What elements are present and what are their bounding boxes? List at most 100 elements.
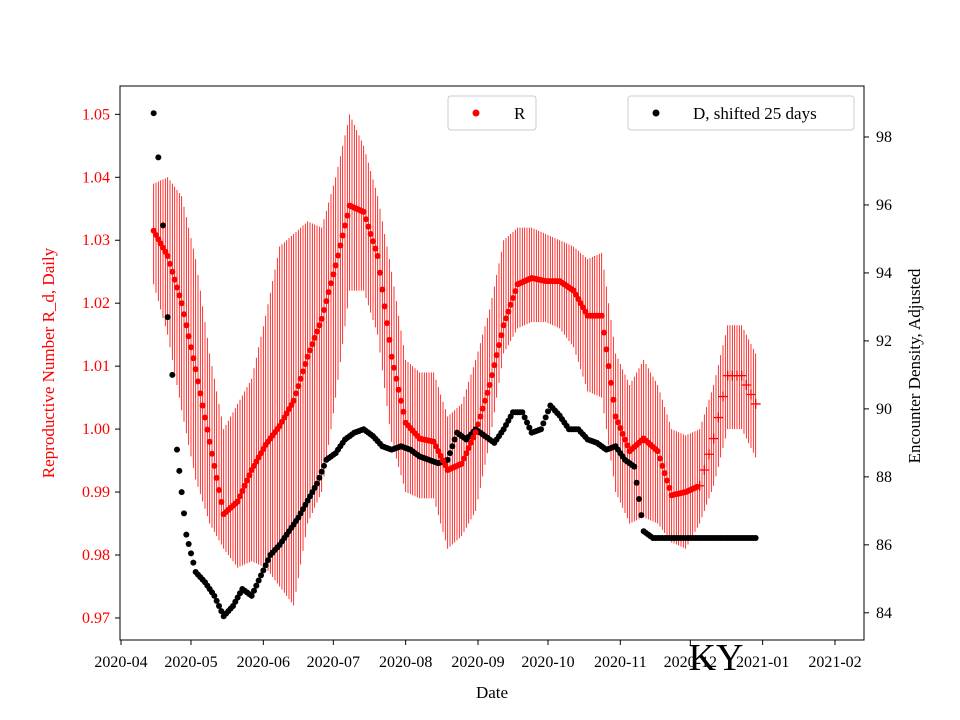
d-point [253, 582, 260, 589]
d-point [444, 456, 451, 463]
r-point [239, 488, 246, 495]
d-point [187, 550, 194, 557]
r-point [617, 425, 624, 432]
r-point [435, 448, 442, 455]
left-y-axis-label: Reproductive Number R_d, Daily [39, 247, 58, 478]
r-point-plus [736, 370, 747, 381]
r-point [381, 303, 388, 310]
d-point [255, 577, 262, 584]
d-point [451, 436, 458, 443]
r-point [442, 462, 449, 469]
d-point [446, 450, 453, 457]
r-point [236, 493, 243, 500]
d-point [260, 567, 267, 574]
r-point [213, 474, 220, 481]
r-point [243, 477, 250, 484]
r-point [299, 368, 306, 375]
r-point [246, 472, 253, 479]
r-point [659, 462, 666, 469]
d-point [633, 479, 640, 486]
r-point [491, 362, 498, 369]
r-point [309, 341, 316, 348]
r-point [507, 301, 514, 308]
r-point [486, 382, 493, 389]
r-point [463, 450, 470, 457]
r-point [344, 212, 351, 219]
r-point [376, 269, 383, 276]
r-point [379, 286, 386, 293]
r-point-plus [717, 391, 728, 402]
r-point [605, 363, 612, 370]
r-point [166, 260, 173, 267]
legend-d-text: D, shifted 25 days [693, 104, 817, 123]
d-point [180, 510, 187, 517]
left-y-axis: 0.97 0.98 0.99 1.00 1.01 1.02 1.03 1.04 1.05 [82, 106, 120, 627]
d-point [318, 468, 325, 475]
r-point-plus [694, 480, 705, 491]
d-point [631, 463, 638, 470]
r-point [509, 294, 516, 301]
r-point [395, 386, 402, 393]
r-point [185, 333, 192, 340]
d-point [638, 512, 645, 519]
r-point-plus [750, 398, 761, 409]
right-y-tick-label: 96 [876, 197, 892, 214]
legend-r-box [447, 95, 537, 131]
right-y-tick-label: 94 [876, 265, 892, 282]
r-point [327, 280, 334, 287]
d-point [313, 480, 320, 487]
d-point [248, 592, 255, 599]
r-point [624, 442, 631, 449]
r-point [311, 334, 318, 341]
r-point [393, 375, 400, 382]
r-point [460, 455, 467, 462]
r-point [302, 361, 309, 368]
left-y-tick-label: 1.00 [82, 421, 110, 438]
r-point [374, 252, 381, 259]
legend-d-box [627, 95, 855, 131]
r-point [495, 342, 502, 349]
d-point [183, 531, 190, 538]
left-y-tick-label: 0.98 [82, 547, 110, 564]
left-y-tick-label: 0.99 [82, 484, 110, 501]
r-point [372, 245, 379, 252]
r-series-points [150, 202, 761, 518]
right-y-axis-label: Encounter Density, Adjusted [905, 268, 924, 463]
r-point [241, 482, 248, 489]
r-point [467, 439, 474, 446]
r-point [332, 262, 339, 269]
x-tick-label: 2021-01 [736, 654, 789, 671]
r-point [465, 444, 472, 451]
r-point [306, 347, 313, 354]
left-y-tick-label: 1.02 [82, 295, 110, 312]
d-point [537, 426, 544, 433]
r-point [164, 252, 171, 259]
r-point-plus [703, 449, 714, 460]
r-point [383, 320, 390, 327]
d-point [173, 446, 180, 453]
x-tick-label: 2020-06 [237, 654, 290, 671]
r-point [194, 378, 201, 385]
r-point [323, 298, 330, 305]
d-point [752, 535, 759, 542]
r-point [360, 208, 367, 215]
r-point [320, 307, 327, 314]
left-y-tick-label: 0.97 [82, 610, 110, 627]
d-point [164, 314, 171, 321]
legend-r: R [447, 95, 537, 131]
r-point [208, 450, 215, 457]
d-point [264, 557, 271, 564]
right-y-axis: 84 86 88 90 92 94 96 98 [864, 129, 892, 622]
right-y-tick-label: 88 [876, 469, 892, 486]
r-point [397, 397, 404, 404]
r-point [479, 405, 486, 412]
r-point [458, 460, 465, 467]
r-point [234, 498, 241, 505]
r-point [663, 477, 670, 484]
d-point [320, 462, 327, 469]
r-point [621, 436, 628, 443]
d-point [544, 408, 551, 415]
r-point-plus [713, 412, 724, 423]
r-point [386, 336, 393, 343]
